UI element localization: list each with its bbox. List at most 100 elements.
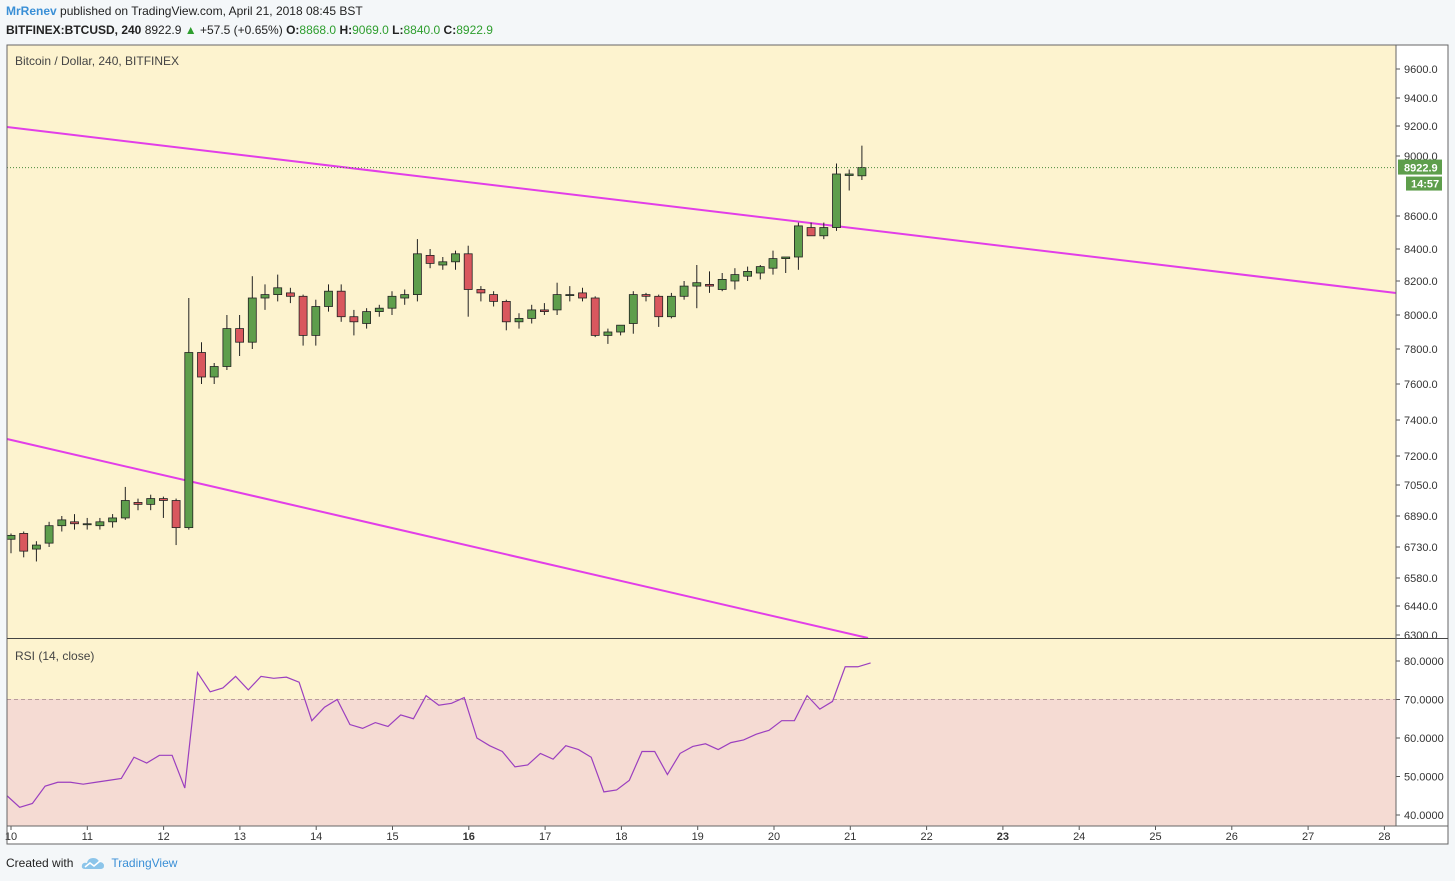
- candle: [730, 268, 740, 290]
- candle: [438, 257, 448, 270]
- candle-body: [730, 274, 740, 282]
- candle-body: [133, 502, 143, 505]
- candle-body: [336, 290, 346, 318]
- candle: [146, 494, 156, 511]
- candle: [311, 299, 321, 346]
- price-tick-label: 8000.0: [1404, 310, 1438, 322]
- candle: [501, 299, 511, 331]
- time-tick-label: 14: [310, 831, 322, 843]
- candle-body: [362, 311, 372, 324]
- time-tick-label: 28: [1378, 831, 1390, 843]
- publish-line: MrRenev published on TradingView.com, Ap…: [6, 4, 493, 19]
- candle: [590, 296, 600, 338]
- candle: [540, 303, 549, 315]
- candle-body: [857, 167, 867, 177]
- price-pane[interactable]: Bitcoin / Dollar, 240, BITFINEX 9600.0 94…: [6, 45, 1448, 642]
- candle: [120, 486, 130, 520]
- rsi-band: [7, 699, 1396, 826]
- price-tick-label: 7200.0: [1404, 451, 1438, 463]
- candle-body: [616, 324, 625, 333]
- price-legend: Bitcoin / Dollar, 240, BITFINEX: [15, 54, 179, 68]
- candle: [184, 298, 194, 530]
- open-label: O:: [286, 23, 300, 37]
- candle-body: [400, 294, 410, 299]
- candles: [6, 145, 867, 562]
- candle: [743, 266, 752, 281]
- time-tick-label: 20: [768, 831, 780, 843]
- published-text: published on TradingView.com, April 21, …: [60, 4, 363, 18]
- candle: [628, 291, 638, 334]
- candle-body: [438, 261, 448, 266]
- candle-body: [565, 294, 575, 297]
- candle-body: [158, 498, 168, 501]
- candle-body: [70, 521, 79, 525]
- candle: [57, 516, 67, 532]
- candle: [768, 250, 778, 275]
- author-link[interactable]: MrRenev: [6, 4, 57, 18]
- candle: [781, 256, 791, 273]
- candle: [819, 222, 829, 240]
- price-axis[interactable]: 9600.09400.09200.09000.08600.08400.08200…: [1396, 45, 1448, 642]
- candle-body: [412, 253, 422, 296]
- rsi-axis[interactable]: 80.0000 70.0000 60.0000 50.0000 40.0000: [7, 639, 1448, 826]
- rsi-axis-bg: [1396, 639, 1448, 826]
- candle: [158, 496, 168, 518]
- price-tick-label: 9600.0: [1404, 64, 1438, 76]
- candle-body: [57, 519, 67, 527]
- candle-body: [82, 523, 92, 526]
- time-tick-label: 10: [5, 831, 17, 843]
- time-tick-label: 23: [997, 831, 1009, 843]
- candle: [616, 324, 625, 336]
- candle-body: [44, 525, 54, 544]
- time-axis[interactable]: 10 11 12 13 14 15 16 17 18 19 20 21 22 23 24 25 26 27 28: [5, 826, 1448, 844]
- rsi-pane[interactable]: RSI (14, close) 80.0000 70.0000 60.0000 50.…: [6, 639, 1448, 826]
- up-arrow-icon: ▲: [184, 23, 197, 37]
- candle: [336, 284, 346, 322]
- open-value: 8868.0: [299, 23, 337, 37]
- candle-body: [171, 500, 181, 529]
- price-tick-label: 6730.0: [1404, 542, 1438, 554]
- candle-body: [374, 307, 384, 313]
- candle: [705, 271, 714, 293]
- time-tick-label: 22: [920, 831, 932, 843]
- price-tick-label: 6580.0: [1404, 573, 1438, 585]
- rsi-tick-label: 80.0000: [1404, 656, 1444, 668]
- candle-body: [95, 521, 105, 527]
- candle-body: [476, 289, 486, 294]
- price-tick-label: 8400.0: [1404, 244, 1438, 256]
- candle: [654, 294, 664, 327]
- close-label: C:: [443, 23, 457, 37]
- last-price-marker: 8922.9 14:57: [7, 159, 1442, 191]
- candle-body: [324, 290, 333, 307]
- time-tick-label: 16: [463, 831, 475, 843]
- candle: [95, 517, 105, 530]
- rsi-tick-label: 60.0000: [1404, 733, 1444, 745]
- candle: [832, 163, 841, 231]
- footer: Created with TradingView: [6, 856, 177, 870]
- candle-body: [667, 295, 676, 318]
- candle-body: [311, 306, 321, 336]
- tradingview-link[interactable]: TradingView: [81, 856, 177, 870]
- candle-body: [844, 173, 854, 176]
- candle: [19, 531, 29, 558]
- candle-body: [235, 328, 245, 343]
- close-value: 8922.9: [456, 23, 493, 37]
- candle: [451, 250, 460, 270]
- candle: [298, 294, 308, 346]
- candle: [514, 313, 524, 329]
- rsi-legend: RSI (14, close): [15, 649, 94, 663]
- candle-body: [501, 300, 511, 323]
- candle: [44, 521, 54, 547]
- time-tick-label: 13: [234, 831, 246, 843]
- candle: [412, 239, 422, 302]
- time-tick-label: 17: [539, 831, 551, 843]
- price-plot-background: [7, 45, 1396, 638]
- price-tick-label: 8600.0: [1404, 211, 1438, 223]
- candle-body: [108, 517, 117, 523]
- time-tick-label: 15: [386, 831, 398, 843]
- upper-trendline: [6, 126, 1397, 294]
- candle: [349, 309, 359, 336]
- candle-body: [32, 544, 41, 550]
- candle: [692, 265, 702, 309]
